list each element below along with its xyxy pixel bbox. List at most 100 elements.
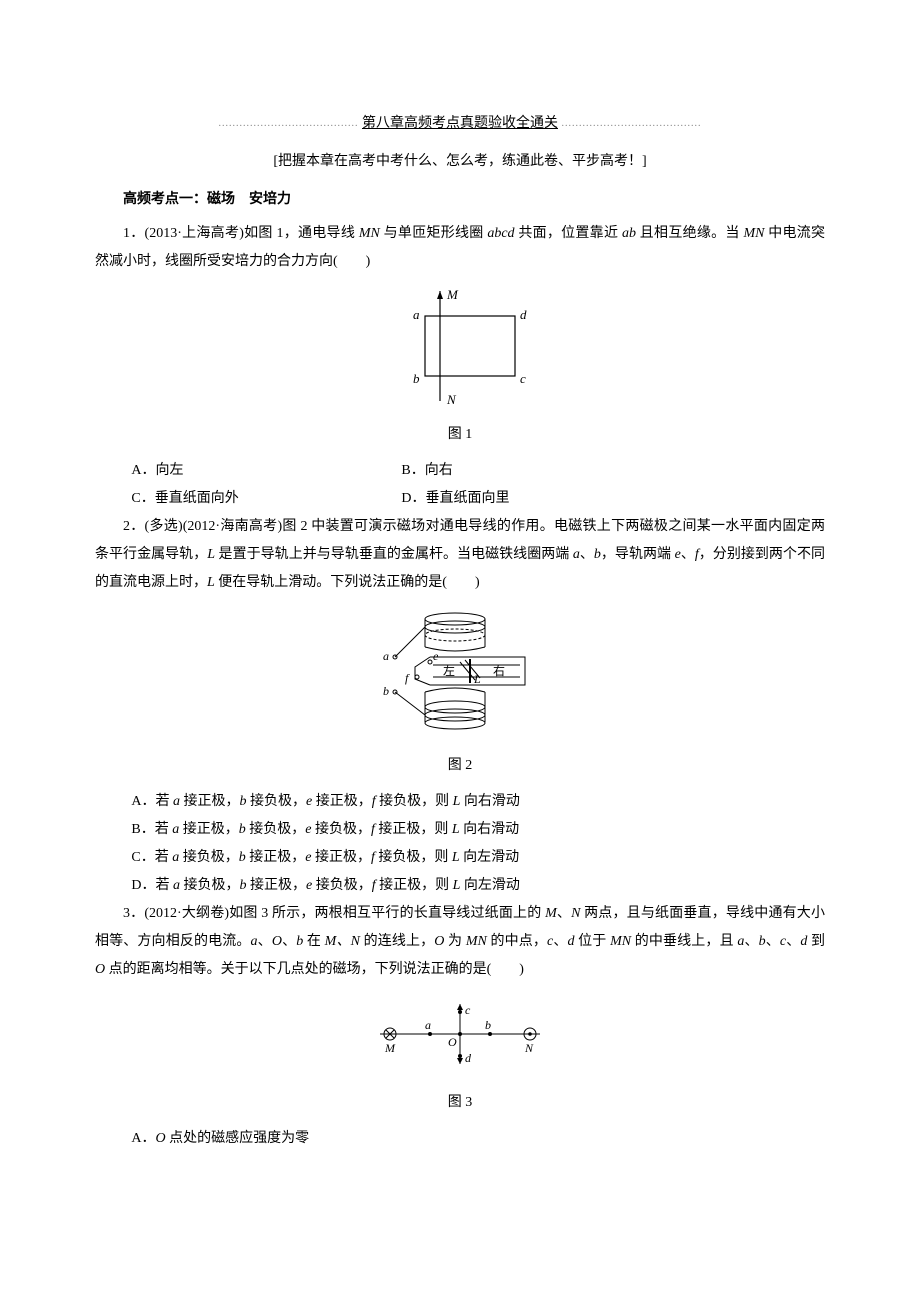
q2c-t4: 接负极，则 (375, 850, 452, 865)
q2-stem: 2．(多选)(2012·海南高考)图 2 中装置可演示磁场对通电导线的作用。电磁… (95, 513, 825, 597)
q3-b2: b (759, 934, 766, 949)
fig3-label-M: M (384, 1041, 396, 1055)
fig2-label-b: b (383, 684, 389, 698)
q3-O2: O (434, 934, 444, 949)
q3-MN3: MN (610, 934, 631, 949)
q3-O3: O (95, 962, 105, 977)
figure-2-caption: 图 2 (95, 752, 825, 780)
q2-c2: 、 (681, 547, 695, 562)
q2-t5: 便在导轨上滑动。下列说法正确的是( ) (215, 575, 480, 590)
q3-t8: 的中垂线上，且 (631, 934, 737, 949)
fig2-label-e: e (433, 649, 439, 663)
fig2-label-left: 左 (443, 663, 455, 678)
q2c-end: 向左滑动 (460, 850, 520, 865)
q1-option-b: B．向右 (391, 457, 452, 485)
q2d-a: a (173, 878, 180, 893)
q3-d: d (568, 934, 575, 949)
q1-mn2: MN (743, 226, 764, 241)
q1-text-2: 与单匝矩形线圈 (380, 226, 487, 241)
fig2-label-right: 右 (493, 663, 505, 678)
q3-t1: 3．(2012·大纲卷)如图 3 所示，两根相互平行的长直导线过纸面上的 (123, 906, 545, 921)
fig3-label-c: c (465, 1003, 471, 1017)
q3-a: a (251, 934, 258, 949)
chapter-title: 第八章高频考点真题验收全通关 (362, 110, 558, 138)
q3-c2: 、 (258, 934, 272, 949)
q2c-t2: 接正极， (246, 850, 306, 865)
q2-option-d: D．若 a 接负极，b 接正极，e 接负极，f 接正极，则 L 向左滑动 (95, 872, 825, 900)
q2-a: a (573, 547, 580, 562)
fig2-label-a: a (383, 649, 389, 663)
fig3-label-b: b (485, 1018, 491, 1032)
q2a-t1: 接正极， (180, 794, 240, 809)
q1-text-4: 且相互绝缘。当 (636, 226, 743, 241)
fig1-label-M: M (446, 287, 459, 302)
q2b-end: 向右滑动 (460, 822, 520, 837)
q2a-end: 向右滑动 (460, 794, 520, 809)
figure-2: 左 右 L a b e f (95, 607, 825, 748)
fig1-label-N: N (446, 392, 457, 406)
q2-t2: 是置于导轨上并与导轨垂直的金属杆。当电磁铁线圈两端 (215, 547, 573, 562)
q1-stem: 1．(2013·上海高考)如图 1，通电导线 MN 与单匝矩形线圈 abcd 共… (95, 220, 825, 276)
q2b-pre: B．若 (131, 822, 172, 837)
q2a-a: a (173, 794, 180, 809)
q3-options: A．O 点处的磁感应强度为零 (95, 1125, 825, 1153)
q1-text-1: 1．(2013·上海高考)如图 1，通电导线 (123, 226, 359, 241)
q1-options-row1: A．向左 B．向右 (95, 457, 825, 485)
q2c-t3: 接正极， (311, 850, 371, 865)
q3-t10: 点的距离均相等。关于以下几点处的磁场，下列说法正确的是( ) (105, 962, 524, 977)
q3a-O: O (156, 1131, 166, 1146)
q1-ab: ab (622, 226, 636, 241)
q1-text-3: 共面，位置靠近 (515, 226, 622, 241)
q3-c3: 、 (282, 934, 296, 949)
q3-MN: M、N (325, 934, 360, 949)
q2-option-a: A．若 a 接正极，b 接负极，e 接正极，f 接负极，则 L 向右滑动 (95, 788, 825, 816)
q2c-b: b (239, 850, 246, 865)
chapter-title-line: ........................................… (95, 110, 825, 138)
q2d-b: b (240, 878, 247, 893)
fig1-label-c: c (520, 371, 526, 386)
q3-t7: 位于 (575, 934, 611, 949)
q3-c5: 、 (744, 934, 758, 949)
q2b-b: b (239, 822, 246, 837)
q1-abcd: abcd (487, 226, 514, 241)
fig3-label-O: O (448, 1035, 457, 1049)
q2a-t2: 接负极， (247, 794, 307, 809)
q3-t3: 在 (303, 934, 324, 949)
q3-option-a: A．O 点处的磁感应强度为零 (95, 1125, 825, 1153)
figure-1-caption: 图 1 (95, 421, 825, 449)
q1-option-d: D．垂直纸面向里 (391, 485, 509, 513)
q3-t9: 到 (807, 934, 825, 949)
fig1-label-a: a (413, 307, 420, 322)
q3-t5: 为 (444, 934, 465, 949)
q2c-L: L (452, 850, 460, 865)
q2a-t4: 接负极，则 (376, 794, 453, 809)
q3-t6: 的中点， (487, 934, 547, 949)
q2b-t3: 接负极， (311, 822, 371, 837)
q2-L: L (207, 547, 215, 562)
fig2-label-f: f (405, 671, 410, 685)
q1-option-c: C．垂直纸面向外 (95, 485, 391, 513)
subtitle-bracket: [把握本章在高考中考什么、怎么考，练通此卷、平步高考！] (95, 148, 825, 176)
q3-c6: 、 (766, 934, 780, 949)
figure-3-caption: 图 3 (95, 1089, 825, 1117)
q2c-pre: C．若 (131, 850, 172, 865)
q1-mn: MN (359, 226, 380, 241)
figure-1: M N a d b c (95, 286, 825, 417)
fig3-label-d: d (465, 1051, 472, 1065)
q3-c7: 、 (786, 934, 800, 949)
figure-3: M N a b O c d (95, 994, 825, 1085)
q2-c1: 、 (580, 547, 594, 562)
q3-c4: 、 (553, 934, 567, 949)
q2a-b: b (240, 794, 247, 809)
q2-L2: L (207, 575, 215, 590)
q2-option-c: C．若 a 接负极，b 接正极，e 接正极，f 接负极，则 L 向左滑动 (95, 844, 825, 872)
trailing-dots: ........................................ (562, 114, 702, 134)
q2b-L: L (452, 822, 460, 837)
q2d-t2: 接正极， (247, 878, 307, 893)
section-heading-1: 高频考点一：磁场 安培力 (95, 186, 825, 214)
fig1-label-d: d (520, 307, 527, 322)
q2c-t1: 接负极， (179, 850, 239, 865)
leading-dots: ........................................ (219, 114, 359, 134)
q3-M: M (545, 906, 557, 921)
q3-t4: 的连线上， (360, 934, 434, 949)
